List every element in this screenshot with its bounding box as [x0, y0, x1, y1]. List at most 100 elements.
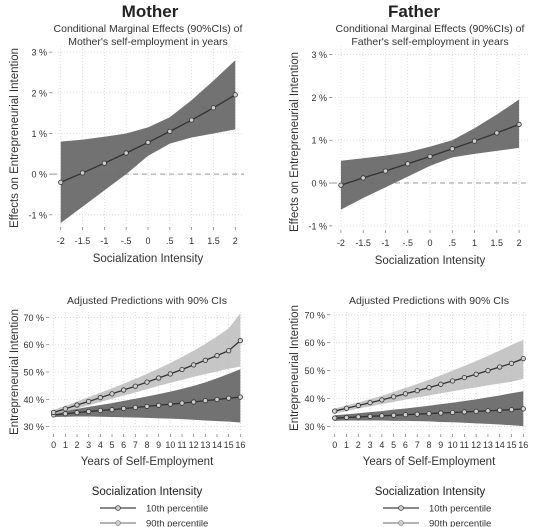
x-tick-label: 5 [391, 440, 396, 450]
x-tick-label: .5 [449, 238, 457, 248]
data-point [343, 414, 350, 421]
data-point [360, 175, 366, 181]
x-tick-label: 7 [133, 440, 138, 450]
data-point [86, 408, 92, 415]
data-point [167, 128, 173, 135]
legend-item-label: 10th percentile [429, 504, 491, 515]
x-tick-label: 9 [156, 440, 161, 450]
x-tick-label: 1.5 [491, 238, 504, 248]
data-point [414, 411, 420, 417]
data-point [109, 391, 115, 397]
x-tick-label: 1 [344, 440, 349, 450]
x-tick-label: 15 [224, 440, 234, 450]
x-tick-label: 0 [51, 440, 56, 450]
y-tick-label: 40 % [23, 395, 44, 405]
y-axis-label: Entrepreneurial Intention [9, 309, 21, 435]
y-tick-label: 2 % [31, 88, 47, 98]
data-point [427, 153, 433, 160]
data-point [382, 168, 389, 174]
data-point [109, 407, 115, 413]
y-tick-label: 30 % [23, 422, 44, 432]
data-point [232, 92, 238, 98]
x-tick-label: 1 [472, 238, 477, 248]
x-axis-label: Socialization Intensity [375, 255, 486, 267]
x-tick-label: -1 [381, 238, 389, 248]
y-tick-label: 60 % [23, 340, 44, 350]
data-point [58, 179, 64, 185]
mother-me-chart: Conditional Marginal Effects (90%CIs) of… [9, 23, 244, 265]
data-point [189, 117, 195, 123]
mother-column-title: Mother [121, 2, 179, 21]
data-point [226, 395, 232, 401]
data-point [494, 130, 500, 136]
father-me-chart: Conditional Marginal Effects (90%CIs) of… [289, 23, 528, 267]
y-tick-label: -1 % [308, 221, 327, 231]
x-tick-label: 8 [426, 440, 431, 450]
data-point [426, 385, 432, 391]
chart-title: Conditional Marginal Effects (90%CIs) of [336, 23, 525, 35]
data-point [343, 405, 350, 411]
x-tick-label: 5 [109, 440, 114, 450]
chart-title: Conditional Marginal Effects (90%CIs) of [54, 23, 243, 35]
data-point [497, 364, 503, 370]
data-point [191, 362, 197, 368]
data-point [473, 408, 479, 414]
y-tick-label: 3 % [311, 50, 327, 60]
data-point [405, 161, 411, 167]
data-point [167, 401, 173, 407]
x-tick-label: 12 [471, 440, 481, 450]
data-point [461, 374, 467, 381]
data-point [132, 404, 138, 411]
data-point [74, 402, 80, 408]
y-tick-label: 60 % [304, 338, 325, 348]
data-point [449, 409, 456, 416]
x-tick-label: 4 [379, 440, 384, 450]
data-point [471, 138, 478, 144]
data-point [123, 150, 129, 156]
data-point [473, 371, 479, 377]
data-point [332, 408, 338, 414]
y-tick-label: 1 % [311, 136, 327, 146]
data-point [144, 379, 150, 385]
x-tick-label: 10 [448, 440, 458, 450]
chart-subtitle: Mother's self-employment in years [68, 36, 228, 48]
data-point [485, 408, 491, 414]
data-point [438, 410, 444, 416]
data-point [202, 357, 208, 363]
x-tick-label: 1 [189, 236, 194, 246]
y-tick-label: 30 % [304, 422, 325, 432]
data-point [179, 400, 185, 406]
legend-item-label: 10th percentile [146, 504, 208, 515]
x-tick-label: 11 [460, 440, 469, 450]
mother-pred-chart: Adjusted Predictions with 90% CIs 30 % 40 … [9, 295, 245, 468]
data-point [191, 399, 197, 405]
data-point [156, 402, 162, 408]
x-tick-label: 3 [368, 440, 373, 450]
x-tick-label: 4 [98, 440, 103, 450]
x-tick-label: 2 [74, 440, 79, 450]
x-tick-label: 1.5 [207, 236, 220, 246]
data-point [121, 405, 127, 412]
x-tick-label: 14 [212, 440, 222, 450]
data-point [379, 413, 385, 419]
data-point [97, 395, 103, 401]
legend-title: Socialization Intensity [92, 486, 203, 498]
x-axis-label: Socialization Intensity [93, 253, 204, 265]
x-tick-label: -.5 [402, 238, 413, 248]
y-tick-label: 70 % [304, 310, 325, 320]
x-tick-label: -2 [337, 238, 345, 248]
x-tick-label: 2 [356, 440, 361, 450]
data-point [237, 338, 243, 344]
y-tick-label: 2 % [311, 93, 327, 103]
data-point [79, 170, 86, 176]
father-pred-chart: Adjusted Predictions with 90% CIs 30 % 40 … [289, 295, 528, 468]
chart-subtitle: Father's self-employment in years [351, 36, 508, 48]
father-column-title: Father [388, 2, 440, 21]
data-point [101, 160, 107, 166]
data-point [132, 383, 138, 389]
x-tick-label: 0 [332, 440, 337, 450]
x-axis-label: Years of Self-Employment [81, 456, 214, 468]
x-tick-label: 8 [144, 440, 149, 450]
y-tick-label: 3 % [31, 48, 47, 58]
legend-swatch-marker [115, 520, 121, 526]
